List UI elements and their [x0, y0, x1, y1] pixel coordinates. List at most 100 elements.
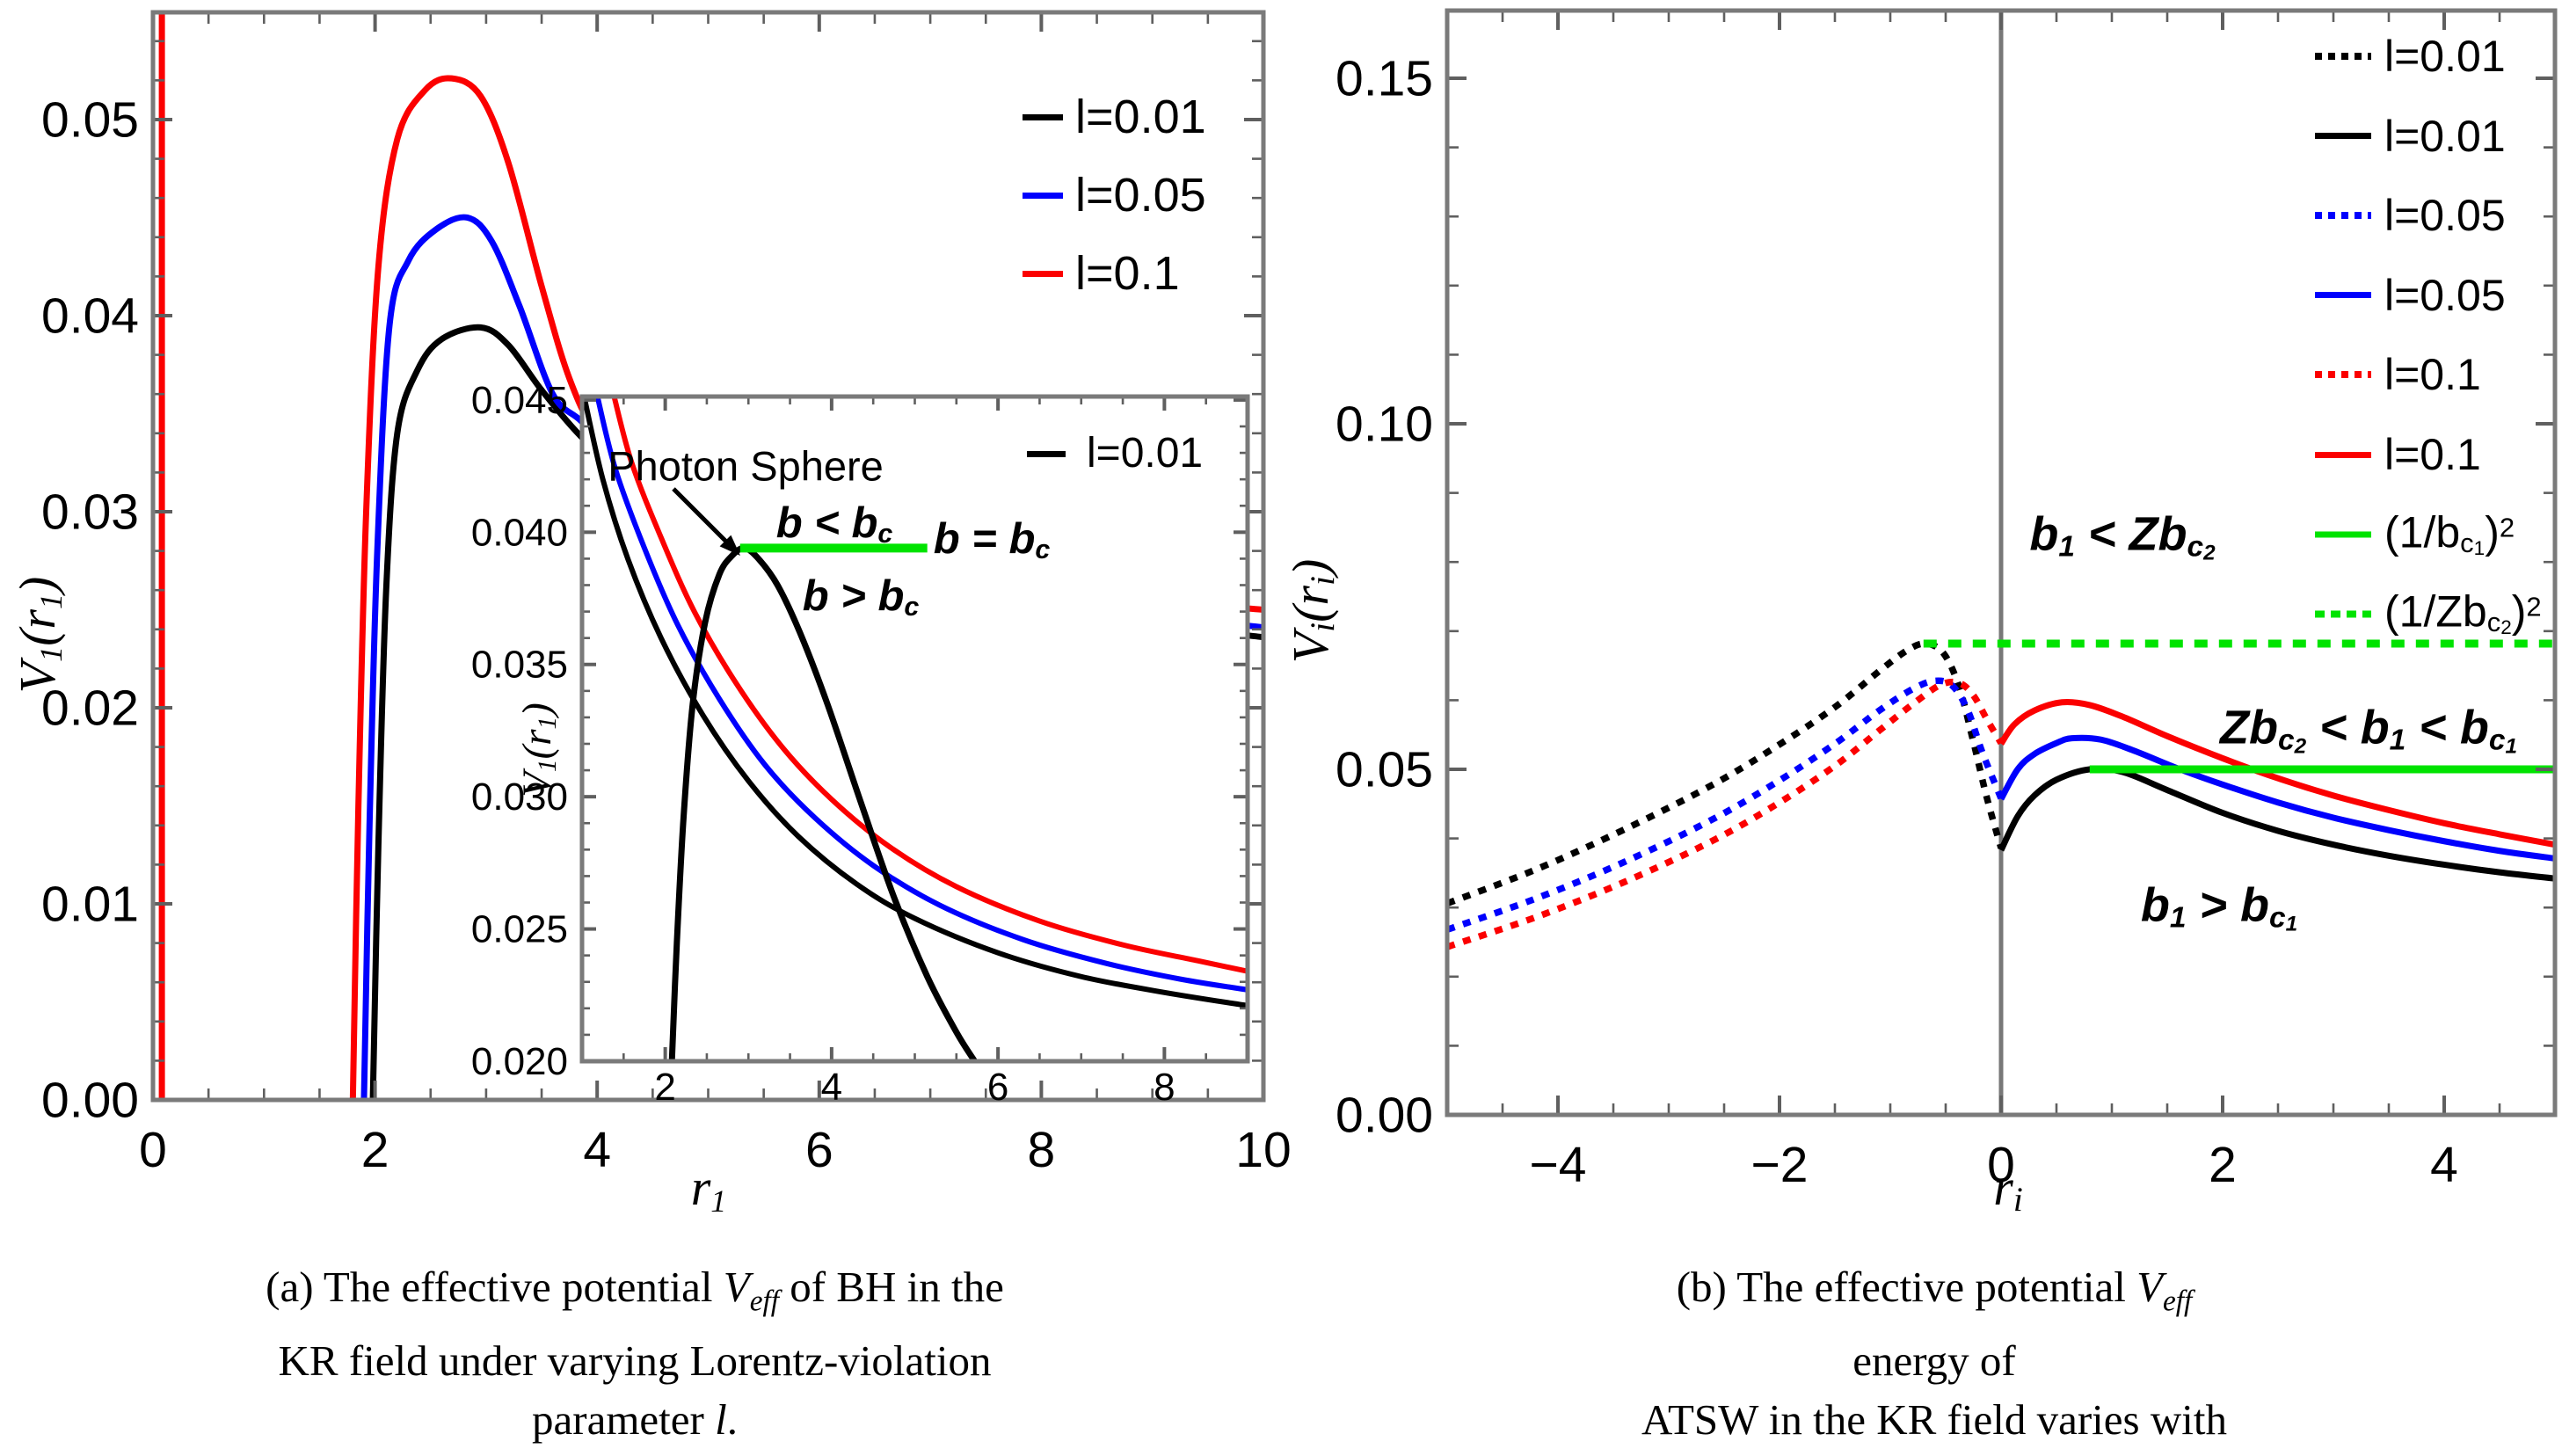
left-plot-y-tick-label: 0.04 — [41, 288, 139, 344]
left-plot-legend-swatch-solid — [1023, 192, 1063, 199]
right-plot-x-tick-label: 0 — [1987, 1137, 2015, 1193]
inset-plot-frame — [579, 394, 1250, 1064]
right-plot-legend-label: (1/Zbc2)2 — [2384, 586, 2542, 639]
inset-y-axis-title: V1(r1) — [514, 703, 562, 797]
curve-inset-l-0.1-zoom — [611, 397, 1248, 974]
right-plot-legend-swatch-dotted — [2315, 53, 2371, 60]
right-plot-legend-label: (1/bc1)2 — [2384, 507, 2515, 559]
photon-sphere-arrowhead — [719, 535, 740, 556]
left-plot-y-tick-label: 0.03 — [41, 484, 139, 540]
annotation-b1-lt-Zbc2: b1 < Zbc2 — [2029, 507, 2216, 565]
label-b-lt-bc: b < bc — [775, 499, 893, 550]
right-plot-legend-item: l=0.01 — [2315, 114, 2506, 158]
right-plot-x-tick-label: −2 — [1751, 1137, 1809, 1193]
curve-right-l-0.1-r-0- — [1447, 678, 2005, 950]
right-plot-legend-item: (1/Zbc2)2 — [2315, 590, 2542, 638]
right-plot-y-tick-label: 0.15 — [1336, 50, 1433, 106]
left-plot-legend-swatch-solid — [1023, 113, 1063, 120]
caption-line: (b) The effective potential Veff energy … — [1676, 1263, 2193, 1385]
inset-plot-x-tick-label: 4 — [821, 1066, 842, 1109]
caption-a: (a) The effective potential Veff of BH i… — [266, 1257, 1004, 1449]
left-plot-y-tick-label: 0.00 — [41, 1072, 139, 1128]
right-plot-legend-swatch-solid — [2315, 292, 2371, 299]
left-y-axis-title: V1(r1) — [9, 576, 69, 694]
left-plot-legend-label: l=0.05 — [1075, 169, 1206, 222]
left-plot-legend-item: l=0.01 — [1023, 93, 1206, 141]
caption-line: (a) The effective potential Veff of BH i… — [266, 1263, 1004, 1318]
left-plot-x-tick-label: 6 — [805, 1122, 833, 1178]
curve-right-l-0.1-r-0- — [1998, 698, 2555, 848]
right-plot-legend-swatch-solid — [2315, 133, 2371, 140]
right-plot-legend-label: l=0.1 — [2384, 350, 2481, 400]
curve-inset-l-0.05-zoom — [594, 397, 1248, 993]
curve-inset-l-0.01-zoom — [582, 397, 1248, 1008]
left-plot-x-tick-label: 0 — [139, 1122, 167, 1178]
right-plot-legend-item: (1/bc1)2 — [2315, 510, 2515, 558]
inset-plot-legend-label: l=0.01 — [1087, 430, 1204, 477]
left-plot-x-tick-label: 4 — [583, 1122, 611, 1178]
curve-inset-photon-sphere-peak-curve-l-0.01 — [668, 544, 978, 1061]
right-plot-legend-swatch-dotted — [2315, 212, 2371, 220]
inset-plot-y-tick-label: 0.040 — [471, 511, 568, 554]
caption-line: ATSW in the KR field varies with the cha… — [1641, 1394, 2227, 1456]
right-plot-legend-item: l=0.1 — [2315, 353, 2481, 397]
inset-plot-x-tick-label: 6 — [987, 1066, 1008, 1109]
curve-right-l-0.01-r-0- — [1447, 640, 2005, 906]
right-plot-frame — [1445, 8, 2558, 1117]
inset-plot-y-tick-label: 0.020 — [471, 1040, 568, 1083]
inset-plot-y-tick-label: 0.030 — [471, 775, 568, 819]
right-plot-legend-item: l=0.05 — [2315, 193, 2506, 237]
right-x-axis-title: ri — [1993, 1158, 2023, 1219]
left-plot-y-tick-label: 0.05 — [41, 91, 139, 148]
right-plot-y-tick-label: 0.05 — [1336, 741, 1433, 797]
inset-plot-y-tick-label: 0.045 — [471, 379, 568, 422]
curve-right-l-0.01-r-0- — [1998, 765, 2555, 882]
right-plot-legend-label: l=0.01 — [2384, 111, 2506, 161]
label-b-gt-bc: b > bc — [802, 571, 920, 622]
left-plot-y-tick-label: 0.01 — [41, 876, 139, 932]
right-plot-legend-swatch-solid — [2315, 451, 2371, 458]
inset-plot-y-tick-label: 0.025 — [471, 908, 568, 951]
right-plot-legend-item: l=0.01 — [2315, 34, 2506, 78]
right-plot-legend-label: l=0.01 — [2384, 32, 2506, 81]
left-x-axis-title: r1 — [690, 1159, 727, 1219]
right-plot-x-tick-label: 2 — [2209, 1137, 2237, 1193]
caption-line: parameter l. — [532, 1394, 738, 1444]
inset-plot-legend-swatch-solid — [1027, 450, 1066, 457]
left-plot-legend-swatch-solid — [1023, 270, 1063, 277]
left-plot-x-tick-label: 10 — [1235, 1122, 1291, 1178]
caption-line: KR field under varying Lorentz-violation — [278, 1336, 992, 1385]
inset-plot-x-tick-label: 2 — [654, 1066, 675, 1109]
left-plot-legend-item: l=0.05 — [1023, 171, 1206, 219]
left-plot-legend-label: l=0.1 — [1075, 247, 1180, 300]
left-plot-frame — [150, 10, 1266, 1103]
right-plot-legend-label: l=0.05 — [2384, 191, 2506, 241]
label-b-eq-bc: b = bc — [933, 514, 1051, 565]
annotation-b1-gt-bc1: b1 > bc1 — [2140, 878, 2298, 936]
left-plot-x-tick-label: 8 — [1028, 1122, 1056, 1178]
right-plot-x-tick-label: −4 — [1530, 1137, 1587, 1193]
right-plot-legend-item: l=0.1 — [2315, 433, 2481, 477]
left-plot-y-tick-label: 0.02 — [41, 680, 139, 736]
right-y-axis-title: Vi(ri) — [1281, 558, 1343, 664]
left-plot-legend-item: l=0.1 — [1023, 250, 1180, 297]
right-plot-legend-item: l=0.05 — [2315, 273, 2506, 317]
right-plot-y-tick-label: 0.10 — [1336, 396, 1433, 452]
inset-plot-y-tick-label: 0.035 — [471, 644, 568, 687]
right-plot-legend-swatch-gdotted — [2315, 610, 2371, 618]
photon-sphere-arrow-line — [672, 487, 729, 544]
right-plot-legend-swatch-solid — [2315, 531, 2371, 538]
right-plot-x-tick-label: 4 — [2430, 1137, 2458, 1193]
right-plot-legend-swatch-dotted — [2315, 371, 2371, 379]
right-plot-y-tick-label: 0.00 — [1336, 1087, 1433, 1143]
inset-plot-x-tick-label: 8 — [1154, 1066, 1175, 1109]
curve-right-l-0.05-r-0- — [1447, 677, 2005, 933]
annotation-Zbc2-lt-b1-lt-bc1: Zbc2 < b1 < bc1 — [2220, 701, 2517, 759]
left-plot-x-tick-label: 2 — [361, 1122, 389, 1178]
right-plot-legend-label: l=0.1 — [2384, 430, 2481, 479]
caption-b: (b) The effective potential Veff energy … — [1620, 1257, 2248, 1456]
right-plot-legend-label: l=0.05 — [2384, 270, 2506, 320]
inset-plot-legend-item: l=0.01 — [1027, 433, 1203, 475]
